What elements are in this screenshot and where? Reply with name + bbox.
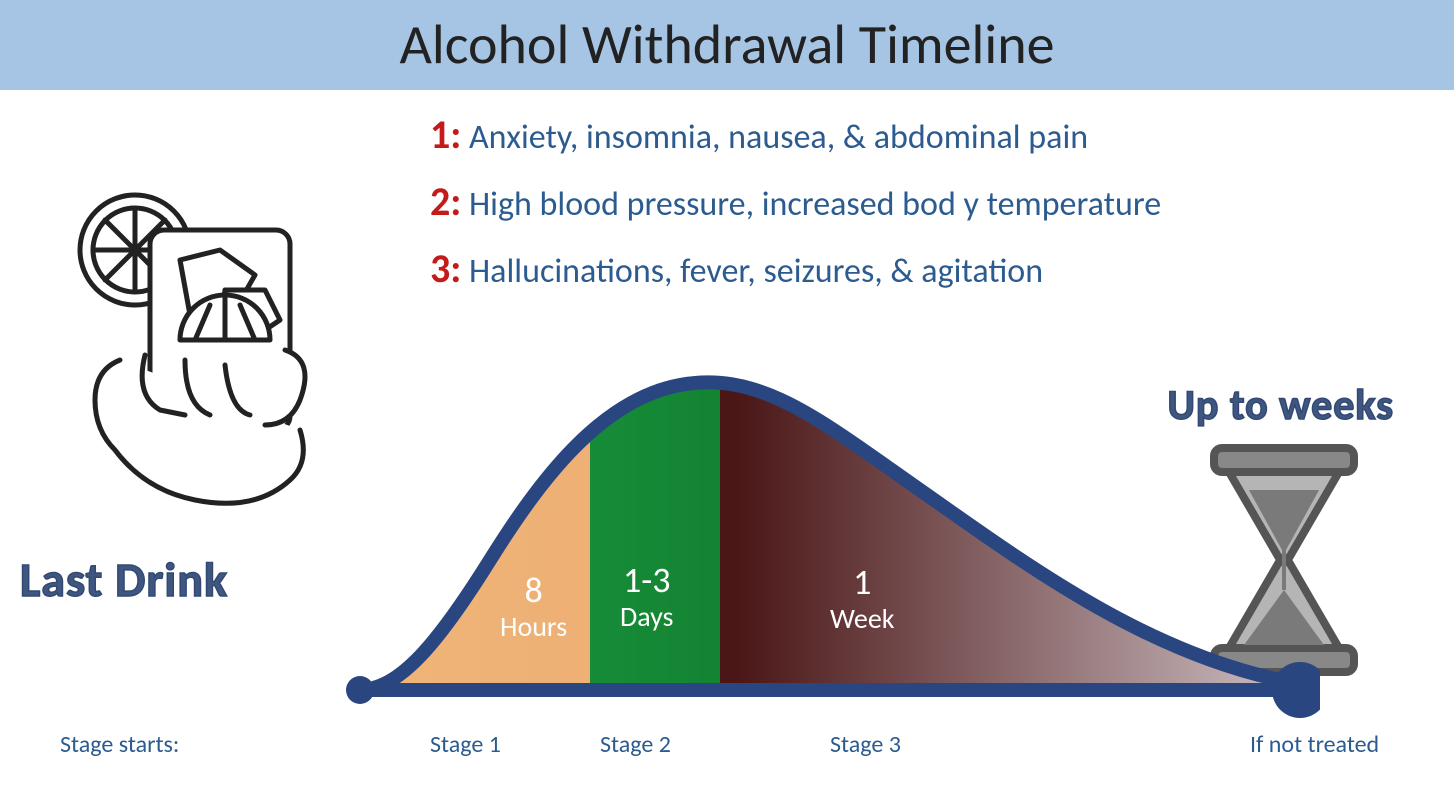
last-drink-label: Last Drink bbox=[20, 550, 228, 609]
title-band: Alcohol Withdrawal Timeline bbox=[0, 0, 1454, 90]
duration-1: 8 Hours bbox=[500, 570, 567, 644]
symptom-list: 1: Anxiety, insomnia, nausea, & abdomina… bbox=[430, 110, 1161, 311]
if-not-treated-label: If not treated bbox=[1250, 730, 1379, 759]
stage-1-label: Stage 1 bbox=[430, 730, 501, 759]
symptom-text-2: High blood pressure, increased bod y tem… bbox=[469, 184, 1161, 225]
stage-starts-label: Stage starts: bbox=[60, 730, 179, 759]
symptom-line-2: 2: High blood pressure, increased bod y … bbox=[430, 177, 1161, 226]
duration-2-unit: Days bbox=[620, 599, 673, 634]
duration-2: 1-3 Days bbox=[620, 560, 673, 634]
symptom-line-1: 1: Anxiety, insomnia, nausea, & abdomina… bbox=[430, 110, 1161, 159]
page-title: Alcohol Withdrawal Timeline bbox=[399, 11, 1054, 79]
duration-1-unit: Hours bbox=[500, 609, 567, 644]
symptom-text-3: Hallucinations, fever, seizures, & agita… bbox=[469, 251, 1043, 292]
symptom-num-2: 2: bbox=[430, 177, 461, 226]
drink-glass-icon bbox=[60, 180, 320, 520]
symptom-text-1: Anxiety, insomnia, nausea, & abdominal p… bbox=[469, 117, 1088, 158]
symptom-line-3: 3: Hallucinations, fever, seizures, & ag… bbox=[430, 244, 1161, 293]
duration-3: 1 Week bbox=[830, 562, 894, 636]
stage-3-label: Stage 3 bbox=[830, 730, 901, 759]
symptom-num-1: 1: bbox=[430, 110, 461, 159]
duration-3-unit: Week bbox=[830, 601, 894, 636]
symptom-num-3: 3: bbox=[430, 244, 461, 293]
stage-2-label: Stage 2 bbox=[600, 730, 671, 759]
duration-3-value: 1 bbox=[830, 562, 894, 603]
duration-2-value: 1-3 bbox=[620, 560, 673, 601]
timeline-chart bbox=[340, 360, 1320, 720]
duration-1-value: 8 bbox=[500, 570, 567, 611]
